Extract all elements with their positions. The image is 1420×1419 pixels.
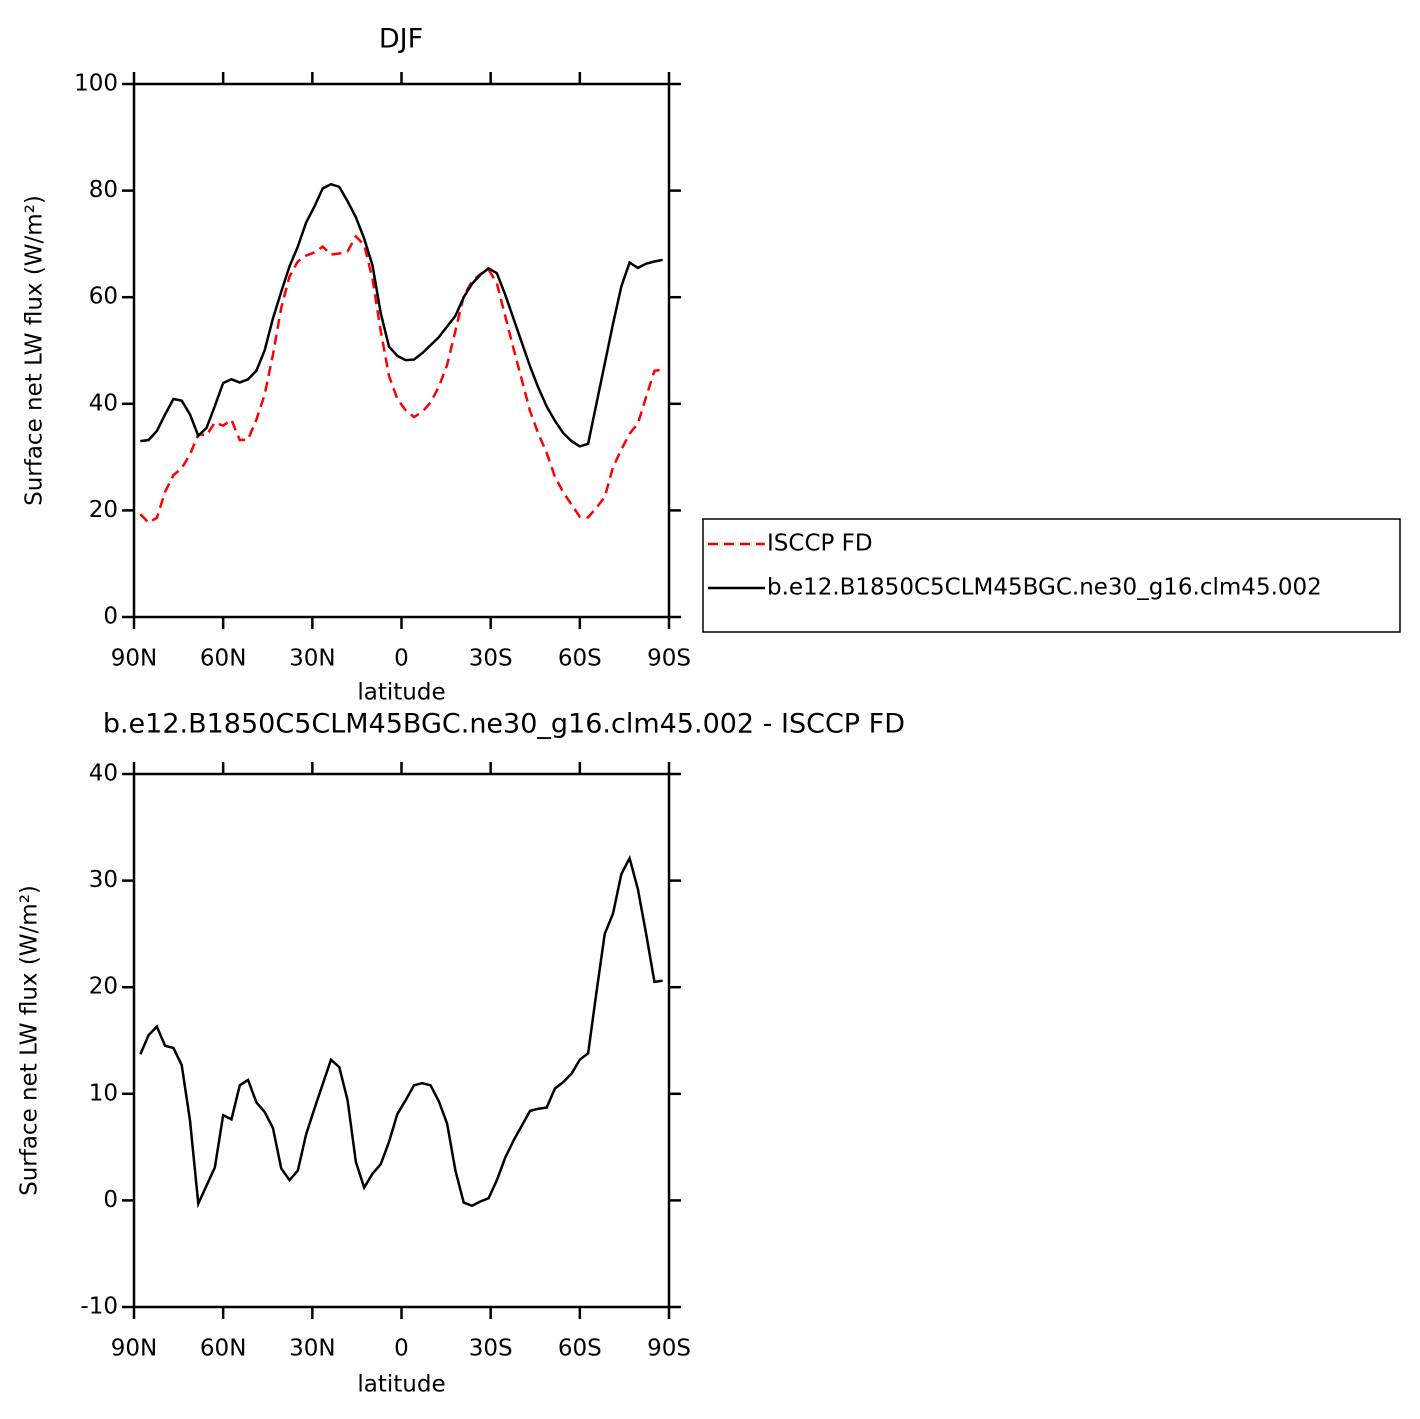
x-tick-label: 0 bbox=[394, 1336, 409, 1362]
y-tick-label: 60 bbox=[89, 284, 118, 310]
legend-box bbox=[702, 518, 1401, 633]
y-tick-label: 100 bbox=[74, 71, 118, 97]
legend-label: ISCCP FD bbox=[767, 531, 873, 557]
x-tick-label: 30S bbox=[469, 646, 513, 672]
x-tick-label: 60S bbox=[558, 1336, 602, 1362]
x-tick-label: 30N bbox=[289, 646, 335, 672]
y-axis-label: Surface net LW flux (W/m²) bbox=[17, 885, 43, 1196]
y-tick-label: 80 bbox=[89, 177, 118, 203]
y-tick-label: 40 bbox=[89, 761, 118, 787]
x-tick-label: 30N bbox=[289, 1336, 335, 1362]
plot-frame bbox=[132, 772, 671, 1309]
y-tick-label: 40 bbox=[89, 390, 118, 416]
y-tick-label: 10 bbox=[89, 1080, 118, 1106]
y-tick-label: 20 bbox=[89, 974, 118, 1000]
y-tick-label: 30 bbox=[89, 867, 118, 893]
x-tick-label: 60S bbox=[558, 646, 602, 672]
y-tick-label: 20 bbox=[89, 497, 118, 523]
chart-title: DJF bbox=[379, 24, 423, 55]
data-line bbox=[139, 854, 663, 1209]
x-tick-label: 30S bbox=[469, 1336, 513, 1362]
x-tick-label: 90S bbox=[647, 646, 691, 672]
x-tick-label: 90N bbox=[111, 646, 157, 672]
x-tick-label: 60N bbox=[200, 1336, 246, 1362]
x-tick-label: 90N bbox=[111, 1336, 157, 1362]
legend-label: b.e12.B1850C5CLM45BGC.ne30_g16.clm45.002 bbox=[767, 575, 1322, 601]
x-tick-label: 0 bbox=[394, 646, 409, 672]
data-line bbox=[140, 182, 663, 448]
data-line bbox=[139, 234, 663, 525]
y-tick-label: -10 bbox=[80, 1294, 118, 1320]
x-tick-label: 90S bbox=[647, 1336, 691, 1362]
y-axis-label: Surface net LW flux (W/m²) bbox=[22, 195, 48, 506]
x-axis-label: latitude bbox=[357, 1372, 445, 1398]
y-tick-label: 0 bbox=[103, 1187, 118, 1213]
chart-title: b.e12.B1850C5CLM45BGC.ne30_g16.clm45.002… bbox=[103, 709, 905, 740]
x-tick-label: 60N bbox=[200, 646, 246, 672]
y-tick-label: 0 bbox=[103, 604, 118, 630]
x-axis-label: latitude bbox=[357, 680, 445, 706]
plot-frame bbox=[132, 82, 671, 619]
